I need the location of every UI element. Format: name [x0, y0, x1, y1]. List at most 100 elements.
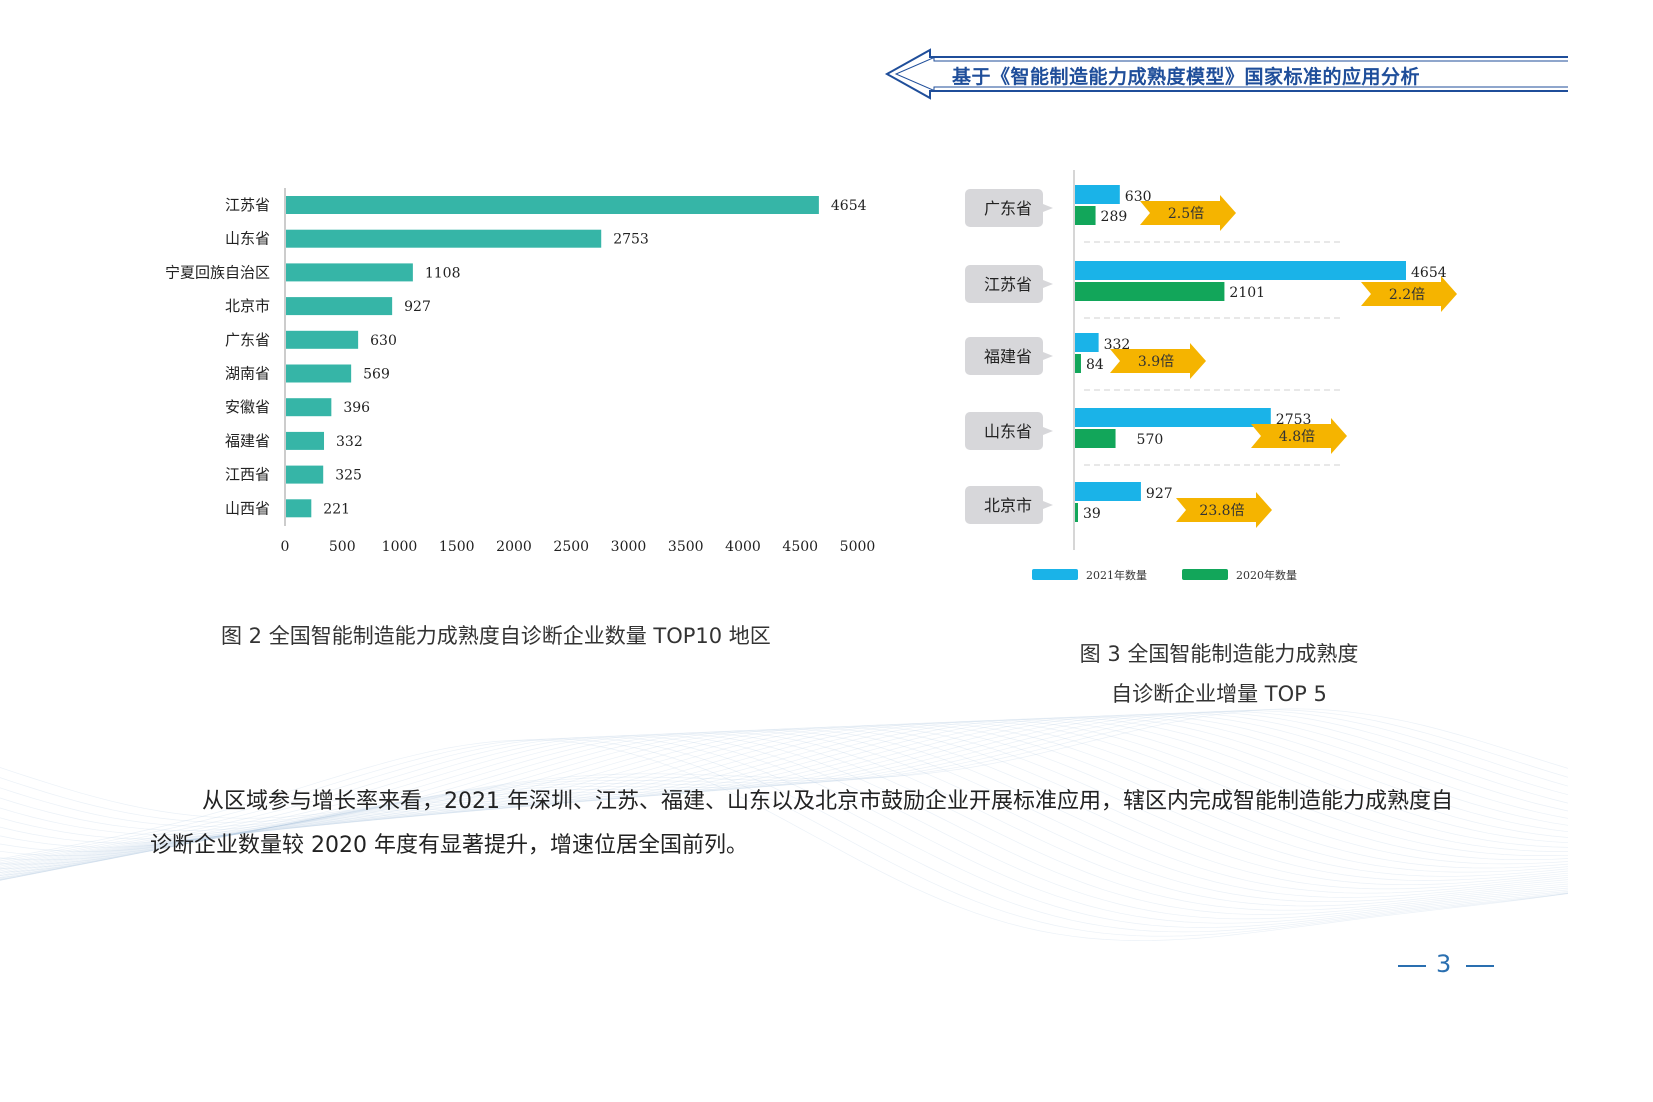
figure2-caption: 图 2 全国智能制造能力成熟度自诊断企业数量 TOP10 地区 — [221, 624, 771, 648]
chart2-category-label: 江苏省 — [225, 196, 270, 214]
chart3-bar-2020 — [1075, 206, 1096, 225]
wave-line — [0, 720, 1568, 873]
chart3-value-2020: 289 — [1101, 209, 1128, 225]
header-arrow-icon — [884, 48, 1568, 100]
chart3-value-2020: 39 — [1083, 506, 1101, 522]
chart3-growth-arrow-icon — [1110, 343, 1206, 379]
chart2-x-tick-label: 0 — [281, 539, 290, 555]
chart2-x-tick-label: 1500 — [439, 539, 475, 555]
wave-line — [0, 714, 1568, 848]
header-banner — [884, 48, 1568, 100]
wave-line — [0, 709, 1568, 823]
chart2-value-label: 325 — [335, 468, 362, 484]
chart2-x-tick-label: 3000 — [611, 539, 647, 555]
chart2-value-label: 630 — [370, 333, 397, 349]
chart2-bar — [286, 398, 332, 417]
chart3-bar-2021 — [1075, 333, 1099, 352]
chart2-value-label: 927 — [404, 299, 431, 315]
chart3-category-label: 福建省 — [984, 347, 1032, 366]
page-number-dash-left — [1398, 965, 1426, 967]
chart2-value-label: 332 — [336, 434, 363, 450]
wave-line — [0, 727, 1568, 890]
chart2-category-label: 北京市 — [225, 297, 270, 315]
chart2-bar — [286, 431, 325, 450]
body-paragraph: 从区域参与增长率来看，2021 年深圳、江苏、福建、山东以及北京市鼓励企业开展标… — [150, 780, 1460, 868]
chart3-bar-2021 — [1075, 408, 1271, 427]
chart2-bar — [286, 297, 393, 316]
chart2-category-label: 福建省 — [225, 432, 270, 450]
wave-line — [0, 715, 1568, 852]
chart2-value-label: 396 — [343, 400, 370, 416]
chart3-legend-label-2021: 2021年数量 — [1086, 568, 1147, 582]
chart3-growth-arrow-icon — [1140, 195, 1236, 231]
chart2-category-label: 宁夏回族自治区 — [165, 263, 270, 281]
chart3-category-box — [965, 189, 1053, 227]
chart2-bar — [286, 364, 352, 383]
chart3-value-2020: 84 — [1086, 357, 1104, 373]
wave-line — [0, 723, 1568, 881]
wave-line — [0, 736, 1568, 928]
chart3-category-label: 广东省 — [984, 199, 1032, 218]
wave-line — [0, 735, 1568, 924]
chart3-growth-label: 3.9倍 — [1138, 354, 1174, 370]
chart2-x-tick-label: 1000 — [382, 539, 418, 555]
chart2-category-label: 安徽省 — [225, 398, 270, 416]
wave-line — [0, 711, 1568, 831]
wave-line — [0, 733, 1568, 915]
chart2-bar — [286, 330, 359, 349]
chart3-category-label: 山东省 — [984, 422, 1032, 441]
chart3-bar-2020 — [1075, 282, 1225, 301]
wave-line — [0, 724, 1568, 881]
header-title: 基于《智能制造能力成熟度模型》国家标准的应用分析 — [952, 66, 1421, 88]
chart2-bar — [286, 263, 413, 282]
chart3-category-box — [965, 265, 1053, 303]
chart2-value-label: 1108 — [425, 265, 461, 281]
chart2-value-label: 221 — [323, 501, 350, 517]
chart3-growth-label: 2.5倍 — [1168, 206, 1204, 222]
wave-line — [0, 716, 1568, 857]
wave-line — [0, 731, 1568, 907]
chart2-x-tick-label: 4500 — [782, 539, 818, 555]
chart-top10-regions: 江苏省 4654 山东省 2753 宁夏回族自治区 1108 北京市 927 广东省 630 湖南省… — [165, 188, 876, 555]
chart3-legend-label-2020: 2020年数量 — [1236, 568, 1297, 582]
wave-line — [0, 717, 1568, 861]
chart2-value-label: 569 — [363, 367, 390, 383]
chart3-growth-label: 4.8倍 — [1279, 429, 1315, 445]
chart3-bar-2020 — [1075, 503, 1078, 522]
chart3-legend-swatch-2021 — [1032, 569, 1078, 580]
page-number-dash-right — [1466, 965, 1494, 967]
wave-line — [0, 732, 1568, 911]
chart2-category-label: 山东省 — [225, 230, 270, 248]
chart2-x-tick-label: 5000 — [840, 539, 876, 555]
chart2-x-tick-label: 3500 — [668, 539, 704, 555]
figure3-caption-line1: 图 3 全国智能制造能力成熟度 — [1079, 642, 1359, 666]
chart3-category-label: 北京市 — [984, 496, 1032, 515]
wave-line — [0, 712, 1568, 836]
chart3-growth-arrow-icon — [1251, 418, 1347, 454]
chart3-growth-arrow-icon — [1176, 492, 1272, 528]
wave-line — [0, 734, 1568, 920]
page-number-text: 3 — [1436, 950, 1452, 978]
chart3-category-label: 江苏省 — [984, 275, 1032, 294]
page-number: 3 — [1398, 948, 1498, 984]
wave-line — [0, 726, 1568, 886]
wave-line — [0, 722, 1568, 880]
wave-line — [0, 721, 1568, 876]
wave-line — [0, 718, 1568, 865]
chart2-x-tick-label: 2000 — [496, 539, 532, 555]
chart2-x-tick-label: 4000 — [725, 539, 761, 555]
chart2-bar — [286, 229, 602, 248]
chart3-bar-2020 — [1075, 429, 1116, 448]
wave-line — [0, 730, 1568, 903]
wave-line — [0, 710, 1568, 827]
chart3-value-2020: 2101 — [1229, 285, 1265, 301]
wave-line — [0, 725, 1568, 881]
chart3-bar-2021 — [1075, 261, 1406, 280]
chart3-legend-swatch-2020 — [1182, 569, 1228, 580]
chart2-category-label: 广东省 — [225, 331, 270, 349]
chart2-bar — [286, 499, 312, 518]
chart3-category-box — [965, 337, 1053, 375]
chart3-bar-2021 — [1075, 482, 1141, 501]
wave-line — [0, 713, 1568, 844]
